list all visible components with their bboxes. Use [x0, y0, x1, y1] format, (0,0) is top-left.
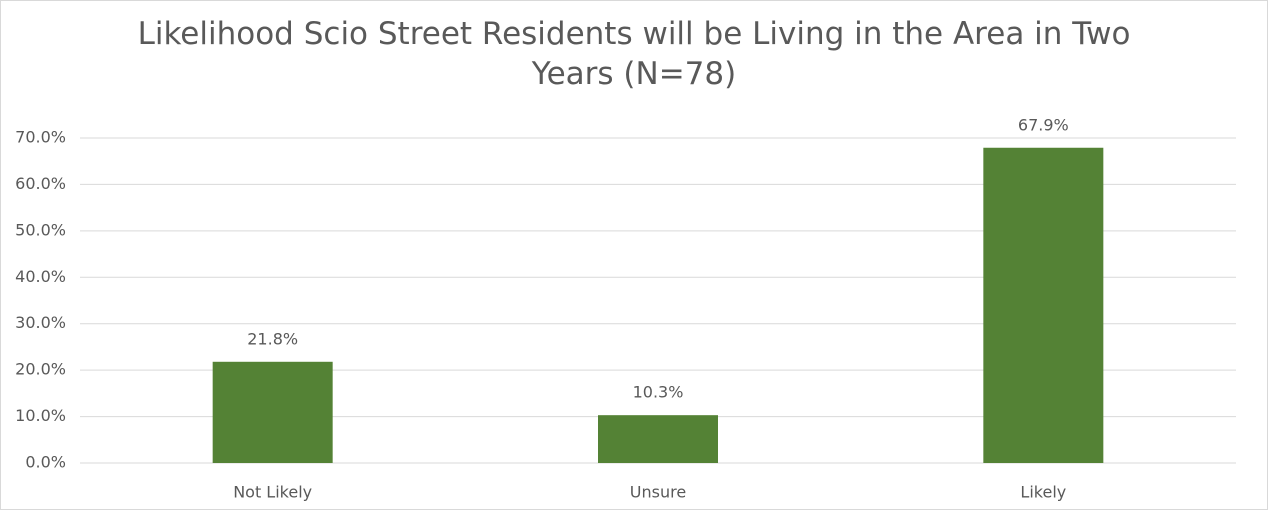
x-tick-label: Likely: [1020, 483, 1066, 502]
y-tick-label: 40.0%: [15, 267, 66, 286]
bar: [212, 361, 333, 463]
chart-title: Likelihood Scio Street Residents will be…: [137, 16, 1131, 92]
y-tick-label: 30.0%: [15, 313, 66, 332]
x-tick-label: Unsure: [630, 483, 686, 502]
y-tick-label: 0.0%: [25, 453, 66, 472]
y-tick-label: 70.0%: [15, 128, 66, 147]
y-tick-label: 20.0%: [15, 360, 66, 379]
bar: [598, 415, 718, 463]
data-label: 10.3%: [633, 383, 684, 402]
y-tick-label: 60.0%: [15, 174, 66, 193]
data-label: 67.9%: [1018, 115, 1069, 134]
data-label: 21.8%: [247, 329, 298, 348]
bar: [983, 147, 1104, 463]
y-tick-label: 50.0%: [15, 220, 66, 239]
x-tick-label: Not Likely: [233, 483, 312, 502]
y-tick-label: 10.0%: [15, 406, 66, 425]
